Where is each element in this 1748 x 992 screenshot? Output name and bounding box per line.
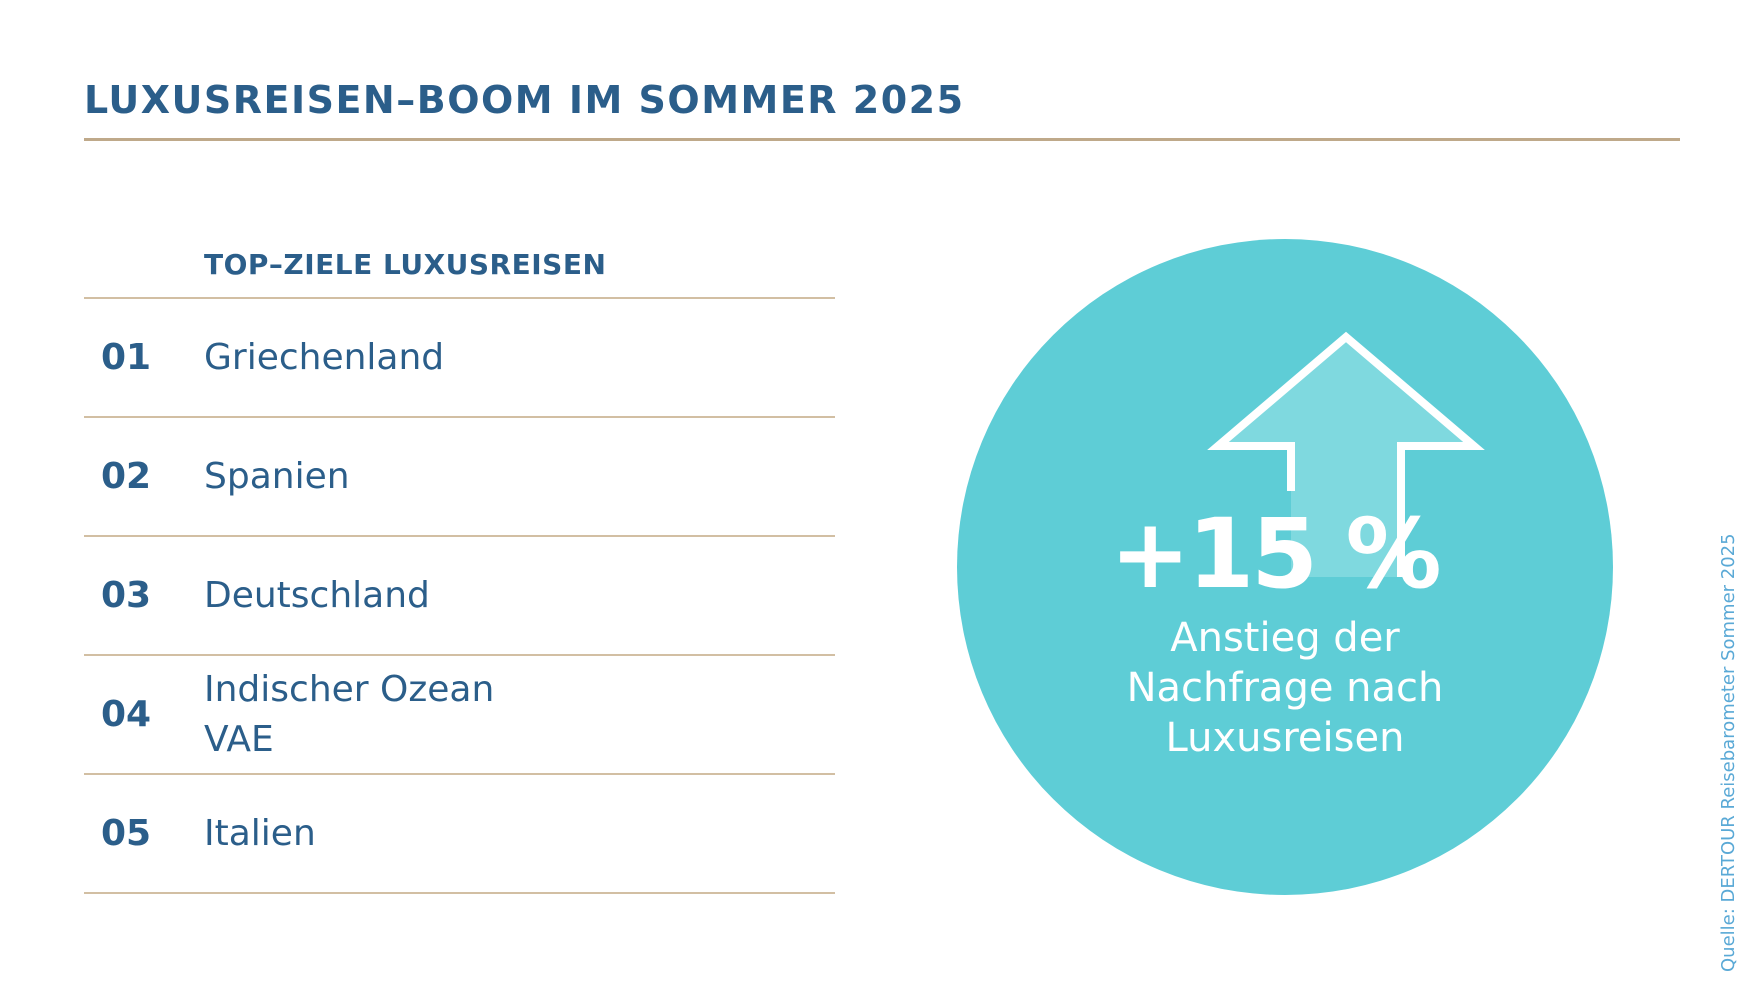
table-divider (84, 654, 835, 656)
highlight-circle (957, 239, 1613, 895)
list-item: 04 Indischer Ozean VAE (84, 656, 835, 773)
increase-caption: Anstieg der Nachfrage nach Luxusreisen (1095, 613, 1475, 763)
list-item: 01 Griechenland (84, 299, 835, 416)
table-divider (84, 416, 835, 418)
table-divider (84, 773, 835, 775)
caption-line: Nachfrage nach (1126, 665, 1444, 711)
table-divider (84, 535, 835, 537)
rank-number: 03 (100, 575, 152, 616)
destination-line: Deutschland (204, 574, 430, 616)
destination-name: Italien (204, 809, 316, 859)
list-item: 02 Spanien (84, 418, 835, 535)
destination-name: Griechenland (204, 333, 444, 383)
increase-value: +15 % (1110, 498, 1442, 610)
rank-number: 05 (100, 813, 152, 854)
destination-line: Griechenland (204, 336, 445, 378)
destination-line: Italien (204, 812, 316, 854)
caption-line: Anstieg der (1170, 615, 1400, 661)
list-header: TOP–ZIELE LUXUSREISEN (204, 248, 607, 281)
table-divider (84, 297, 835, 299)
destination-line: VAE (204, 718, 274, 760)
rank-number: 01 (100, 337, 152, 378)
list-item: 03 Deutschland (84, 537, 835, 654)
destination-name: Deutschland (204, 571, 430, 621)
table-divider (84, 892, 835, 894)
list-item: 05 Italien (84, 775, 835, 892)
rank-number: 02 (100, 456, 152, 497)
rank-number: 04 (100, 694, 152, 735)
source-note: Quelle: DERTOUR Reisebarometer Sommer 20… (1718, 533, 1739, 972)
up-arrow-icon (1207, 331, 1485, 577)
destination-name: Spanien (204, 452, 350, 502)
caption-line: Luxusreisen (1165, 715, 1405, 761)
destination-name: Indischer Ozean VAE (204, 665, 494, 765)
title-divider (84, 138, 1680, 141)
destination-line: Spanien (204, 455, 350, 497)
page-title: LUXUSREISEN–BOOM IM SOMMER 2025 (84, 78, 965, 122)
destination-line: Indischer Ozean (204, 668, 495, 710)
destination-table: 01 Griechenland 02 Spanien 03 Deutschlan… (84, 297, 835, 894)
